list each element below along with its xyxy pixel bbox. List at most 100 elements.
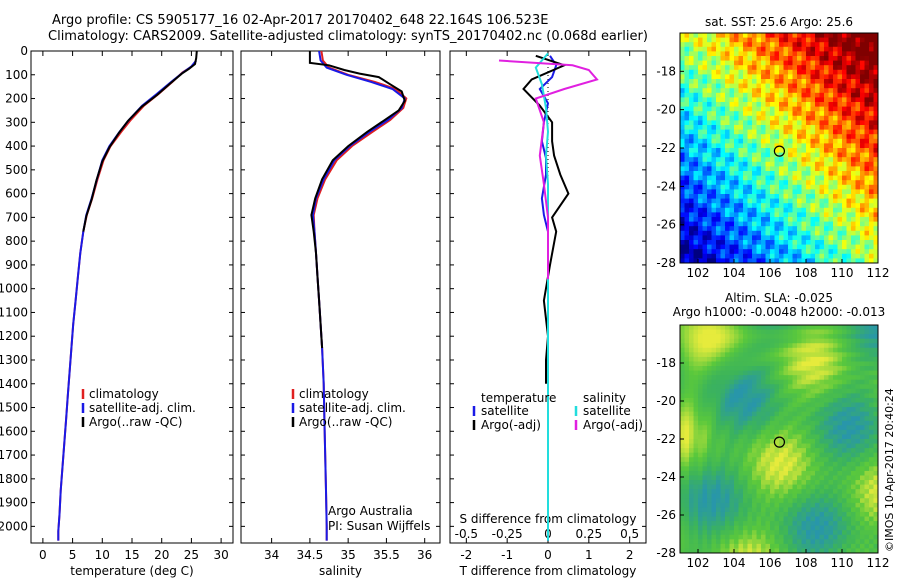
x-tick-label: 35	[341, 548, 356, 562]
map-cell	[770, 498, 776, 504]
map-cell	[842, 498, 848, 504]
map-cell	[770, 129, 776, 135]
map-cell	[689, 65, 695, 71]
map-cell	[756, 425, 762, 431]
map-cell	[828, 194, 834, 200]
map-cell	[846, 56, 852, 62]
map-cell	[702, 157, 708, 163]
map-cell	[797, 493, 803, 499]
map-cell	[833, 484, 839, 490]
map-cell	[693, 161, 699, 167]
map-cell	[734, 425, 740, 431]
map-cell	[770, 448, 776, 454]
map-cell	[693, 393, 699, 399]
map-cell	[725, 470, 731, 477]
map-cell	[873, 56, 878, 62]
map-cell	[837, 60, 843, 66]
map-cell	[860, 37, 866, 43]
map-cell	[738, 97, 744, 103]
map-cell	[855, 548, 861, 553]
map-cell	[761, 148, 767, 154]
map-cell	[806, 88, 812, 94]
map-cell	[702, 161, 708, 167]
map-cell	[734, 539, 740, 545]
map-cell	[707, 439, 713, 445]
map-cell	[720, 83, 726, 89]
map-cell	[774, 393, 780, 399]
map-cell	[819, 166, 825, 172]
map-cell	[756, 120, 762, 126]
map-cell	[810, 402, 816, 408]
map-cell	[752, 171, 758, 177]
map-cell	[774, 194, 780, 200]
map-cell	[833, 470, 839, 477]
map-cell	[756, 88, 762, 94]
map-cell	[806, 356, 812, 363]
map-cell	[747, 347, 753, 353]
map-cell	[689, 244, 695, 250]
map-cell	[792, 194, 798, 200]
map-cell	[693, 466, 699, 472]
map-cell	[797, 120, 803, 126]
map-cell	[873, 138, 878, 144]
map-cell	[860, 166, 866, 172]
map-cell	[711, 65, 717, 71]
map-cell	[698, 102, 704, 108]
map-cell	[792, 534, 798, 540]
map-cell	[819, 493, 825, 499]
map-cell	[837, 466, 843, 472]
map-cell	[689, 356, 695, 363]
map-cell	[698, 429, 704, 436]
map-cell	[833, 198, 839, 204]
map-cell	[743, 334, 749, 340]
map-cell	[819, 120, 825, 126]
map-cell	[729, 83, 735, 89]
map-cell	[797, 439, 803, 445]
map-cell	[738, 69, 744, 75]
map-cell	[815, 69, 821, 75]
map-cell	[788, 411, 794, 417]
map-cell	[855, 226, 861, 232]
map-cell	[788, 207, 794, 213]
map-cell	[711, 356, 717, 363]
map-cell	[729, 65, 735, 71]
map-cell	[689, 157, 695, 163]
map-cell	[716, 189, 722, 195]
map-cell	[729, 375, 735, 381]
map-cell	[824, 79, 830, 85]
map-cell	[702, 356, 708, 363]
map-cell	[761, 120, 767, 126]
map-cell	[810, 83, 816, 89]
map-cell	[684, 106, 690, 112]
map-cell	[833, 92, 839, 98]
map-cell	[752, 253, 758, 259]
map-cell	[833, 521, 839, 527]
map-cell	[801, 507, 807, 513]
map-cell	[738, 480, 744, 486]
map-cell	[743, 356, 749, 363]
map-cell	[855, 235, 861, 241]
map-cell	[869, 370, 875, 376]
map-cell	[752, 334, 758, 340]
map-cell	[738, 180, 744, 186]
map-cell	[855, 366, 861, 372]
map-cell	[810, 97, 816, 103]
map-cell	[702, 530, 708, 536]
map-cell	[801, 379, 807, 385]
map-cell	[729, 379, 735, 385]
map-cell	[860, 244, 866, 250]
map-cell	[743, 502, 749, 508]
map-cell	[743, 411, 749, 417]
map-cell	[752, 92, 758, 98]
map-cell	[689, 33, 695, 39]
map-cell	[689, 521, 695, 527]
map-cell	[684, 384, 690, 390]
map-cell	[734, 484, 740, 490]
map-cell	[810, 338, 816, 344]
map-cell	[734, 475, 740, 481]
map-cell	[698, 370, 704, 376]
map-cell	[756, 235, 762, 241]
map-cell	[860, 157, 866, 163]
map-cell	[846, 161, 852, 167]
map-cell	[851, 407, 857, 413]
